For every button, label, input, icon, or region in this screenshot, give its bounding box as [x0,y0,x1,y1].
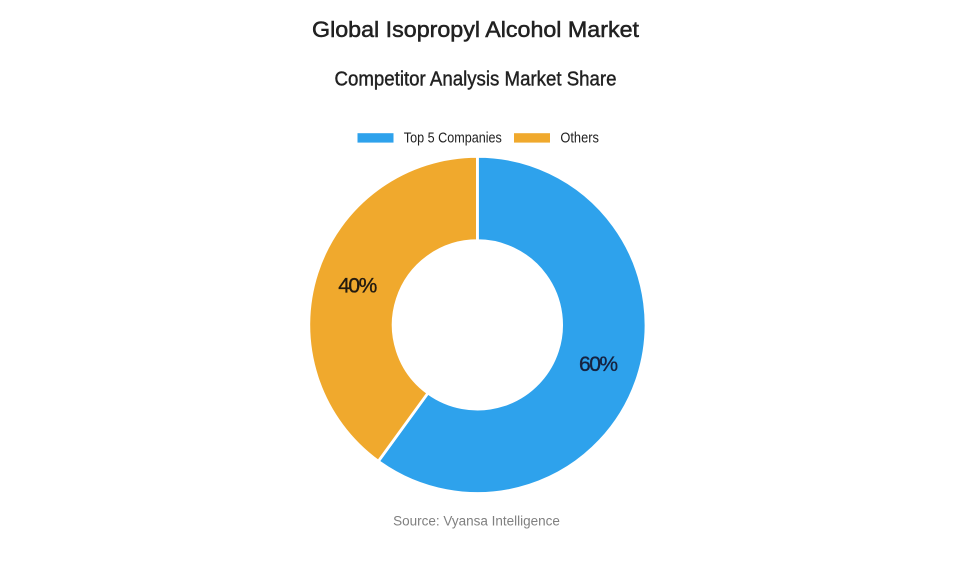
svg-text:Source: Vyansa Intelligence: Source: Vyansa Intelligence [393,513,560,528]
svg-text:Global Isopropyl Alcohol Marke: Global Isopropyl Alcohol Market [312,17,639,42]
svg-text:Others: Others [560,131,599,147]
svg-text:60%: 60% [579,353,617,376]
svg-text:40%: 40% [338,275,376,298]
svg-text:Competitor Analysis Market Sha: Competitor Analysis Market Share [335,68,617,90]
svg-text:Top 5 Companies: Top 5 Companies [404,131,502,147]
